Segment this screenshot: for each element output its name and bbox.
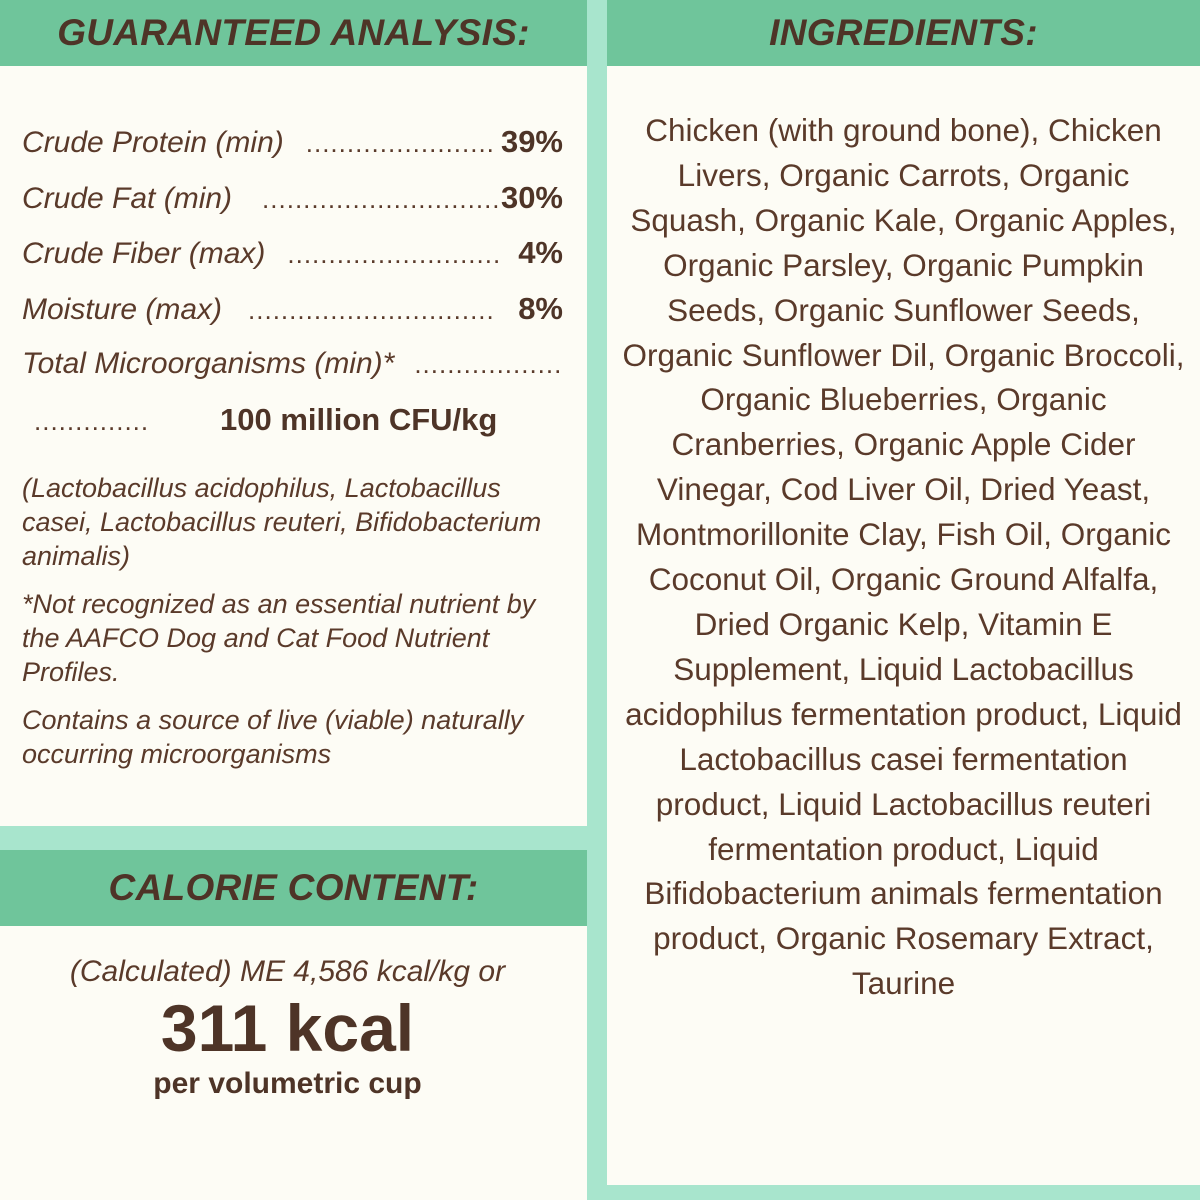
dot-leader: .............................. (305, 128, 497, 158)
analysis-row-cfu: .............. 100 million CFU/kg (22, 392, 563, 448)
analysis-value: 39% (500, 124, 563, 159)
analysis-value: 8% (518, 290, 563, 326)
dot-leader: .............................. (287, 239, 499, 269)
calorie-calculated-line: (Calculated) ME 4,586 kcal/kg or (69, 955, 506, 988)
guaranteed-analysis-panel: GUARANTEED ANALYSIS: Crude Protein (min)… (0, 0, 587, 826)
live-microorganisms-note: Contains a source of live (viable) natur… (22, 705, 524, 769)
analysis-row-total-microorganisms: Total Microorganisms (min)* ............… (22, 336, 563, 392)
dot-leader: .............. (34, 405, 150, 436)
ingredients-panel: INGREDIENTS: Chicken (with ground bone),… (607, 0, 1200, 1185)
ingredients-list: Chicken (with ground bone), Chicken Live… (622, 112, 1185, 1002)
analysis-row-moisture: Moisture (max) .........................… (22, 281, 563, 337)
analysis-row-crude-fat: Crude Fat (min) ........................… (22, 170, 563, 226)
analysis-label: Crude Protein (min) (22, 126, 284, 159)
analysis-label: Crude Fiber (max) (22, 237, 266, 270)
aafco-footnote: *Not recognized as an essential nutrient… (22, 589, 536, 687)
analysis-value: 100 million CFU/kg (220, 401, 498, 437)
analysis-value: 4% (518, 235, 563, 270)
probiotic-strains-note: (Lactobacillus acidophilus, Lactobacillu… (22, 473, 542, 571)
analysis-label: Total Microorganisms (min)* (22, 347, 395, 380)
calorie-kcal-value: 311 kcal (160, 991, 415, 1065)
guaranteed-analysis-header: GUARANTEED ANALYSIS: (0, 0, 587, 66)
dot-leader: .............................. (414, 349, 563, 379)
analysis-row-crude-protein: Crude Protein (min) ....................… (22, 114, 563, 170)
analysis-label: Moisture (max) (22, 292, 223, 326)
analysis-row-crude-fiber: Crude Fiber (max) ......................… (22, 225, 563, 281)
calorie-content-panel: CALORIE CONTENT: (Calculated) ME 4,586 k… (0, 850, 587, 1200)
calorie-body: (Calculated) ME 4,586 kcal/kg or 311 kca… (0, 926, 587, 1104)
dot-leader: .............................. (248, 294, 495, 325)
calorie-content-header: CALORIE CONTENT: (0, 850, 587, 926)
analysis-label: Crude Fat (min) (22, 181, 233, 215)
analysis-value: 30% (500, 179, 563, 215)
analysis-list: Crude Protein (min) ....................… (0, 66, 587, 771)
ingredients-header: INGREDIENTS: (607, 0, 1200, 66)
calorie-per-cup: per volumetric cup (153, 1067, 422, 1100)
dot-leader: .............................. (262, 183, 501, 214)
